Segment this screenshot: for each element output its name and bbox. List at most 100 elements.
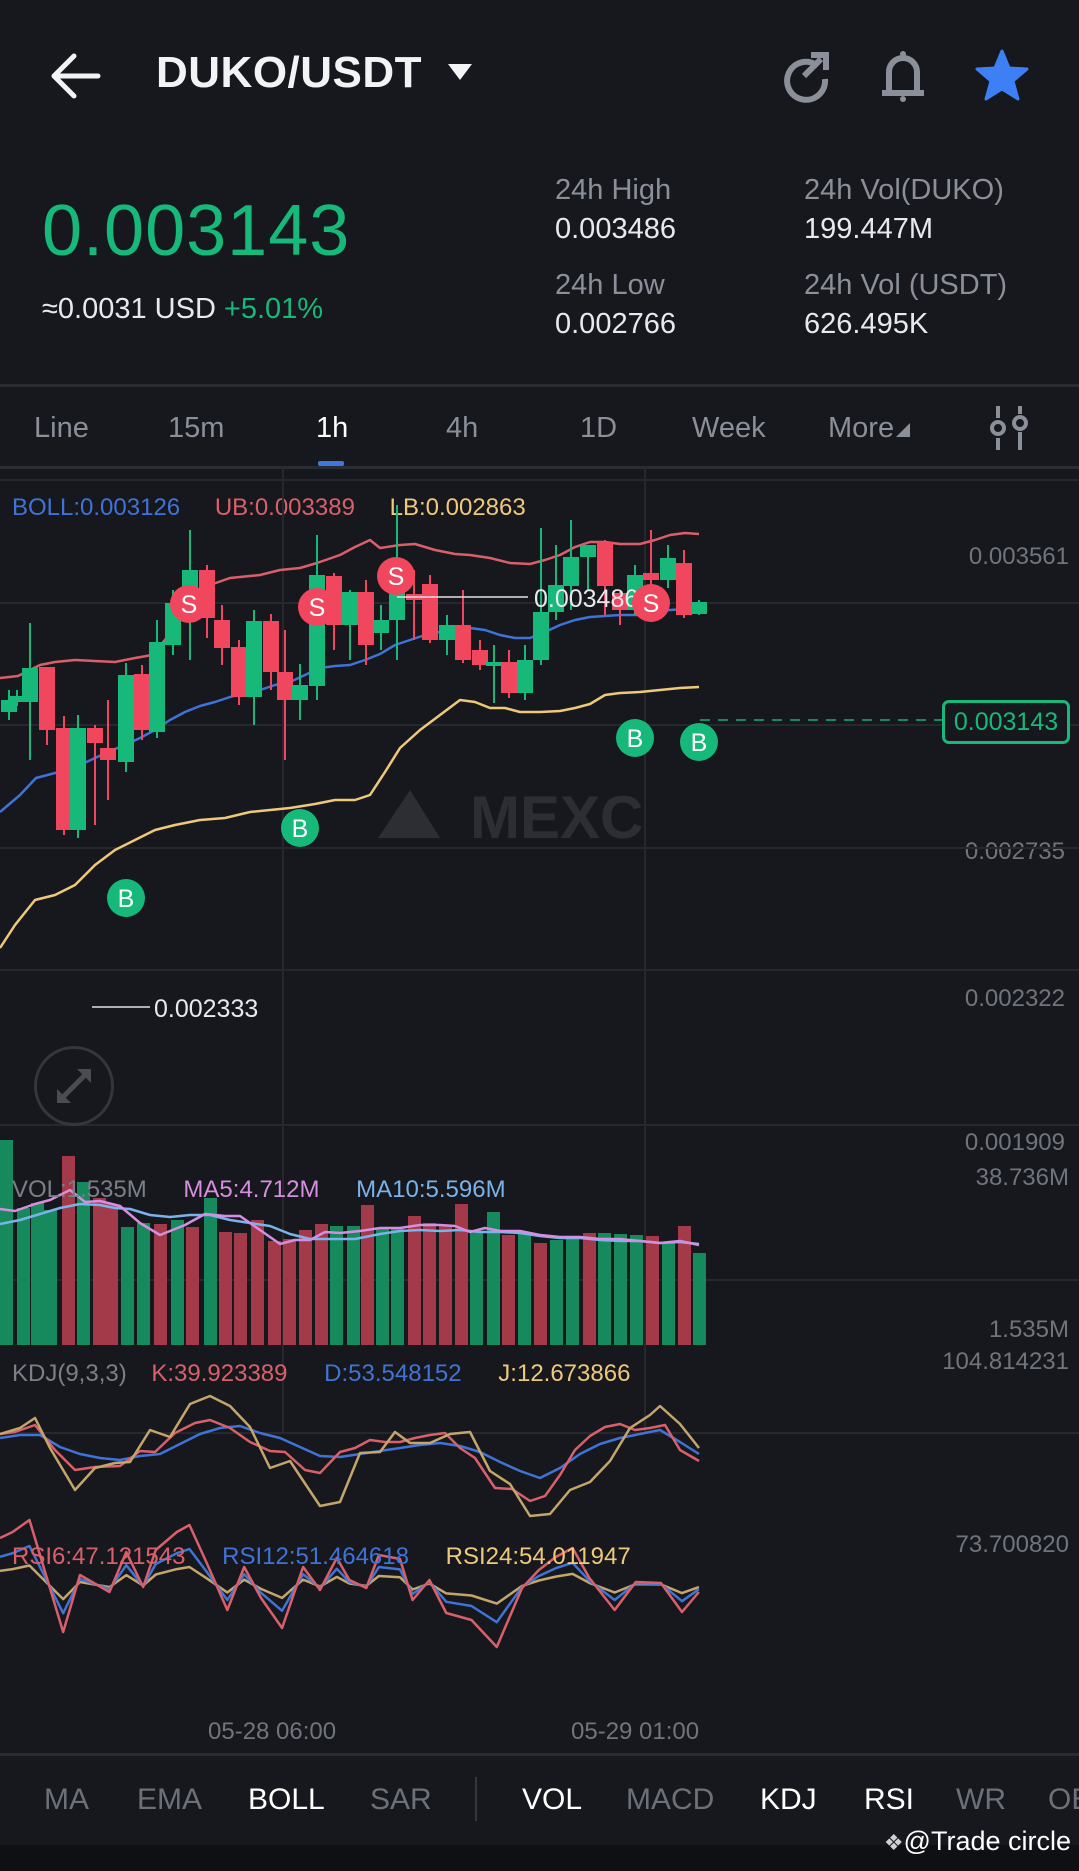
indicator-boll[interactable]: BOLL	[248, 1783, 325, 1816]
tab-4h[interactable]: 4h	[446, 412, 479, 444]
volume-axis-bottom: 1.535M	[988, 1316, 1069, 1343]
last-price: 0.003143	[42, 191, 351, 271]
k-value: K:39.923389	[151, 1360, 288, 1387]
share-refresh-icon	[784, 52, 829, 103]
high-value: 0.003486	[555, 213, 676, 245]
expand-arrows-icon	[57, 1069, 91, 1103]
ma5-value: MA5:4.712M	[183, 1176, 320, 1203]
tab-1h[interactable]: 1h	[316, 412, 349, 444]
rsi24-value: RSI24:54.011947	[445, 1543, 631, 1570]
ub-value: UB:0.003389	[214, 494, 355, 521]
timeframe-bar: Line 15m 1h 4h 1D Week More	[0, 388, 1079, 468]
divider	[0, 1753, 1079, 1756]
rsi-axis-top: 73.700820	[955, 1531, 1069, 1558]
vol-quote-value: 626.495K	[804, 308, 929, 340]
rsi12-value: RSI12:51.464618	[222, 1543, 409, 1570]
boll-legend: BOLL:0.003126 UB:0.003389 LB:0.002863	[12, 494, 526, 522]
svg-text:B: B	[292, 815, 309, 843]
vol-base-value: 199.447M	[804, 213, 933, 245]
low-value: 0.002766	[555, 308, 676, 340]
change-percent: +5.01%	[223, 293, 324, 325]
star-icon	[975, 49, 1029, 101]
svg-text:S: S	[309, 594, 326, 622]
tab-week[interactable]: Week	[692, 412, 766, 444]
indicator-macd[interactable]: MACD	[626, 1783, 715, 1816]
svg-text:S: S	[181, 591, 198, 619]
price-markers: 0.003486 0.002333	[92, 585, 942, 1023]
j-value: J:12.673866	[498, 1360, 631, 1387]
kdj-axis-top: 104.814231	[942, 1348, 1069, 1375]
active-tab-indicator	[318, 461, 344, 466]
chart-settings-button[interactable]	[988, 404, 1032, 452]
price-axis-label: 0.003561	[968, 543, 1069, 570]
indicator-separator	[475, 1777, 477, 1821]
alert-button[interactable]	[873, 46, 933, 106]
volume-axis-top: 38.736M	[975, 1164, 1069, 1191]
indicator-obv[interactable]: OBV	[1048, 1783, 1079, 1816]
candles	[1, 505, 707, 838]
back-arrow-icon	[51, 53, 101, 99]
indicator-bar: MA EMA BOLL SAR VOL MACD KDJ RSI WR OBV	[0, 1757, 1079, 1845]
indicator-wr[interactable]: WR	[956, 1783, 1006, 1816]
svg-text:B: B	[118, 885, 135, 913]
tab-more[interactable]: More	[828, 412, 911, 445]
tab-15m[interactable]: 15m	[168, 412, 225, 444]
favorite-button[interactable]	[972, 46, 1032, 106]
indicator-rsi[interactable]: RSI	[864, 1783, 915, 1816]
vol-value: VOL:1.535M	[12, 1176, 147, 1203]
share-button[interactable]	[776, 46, 836, 106]
indicator-vol[interactable]: VOL	[522, 1783, 583, 1816]
high-label: 24h High	[555, 174, 672, 206]
indicator-ma[interactable]: MA	[44, 1783, 89, 1816]
price-axis-label: 0.001909	[964, 1129, 1065, 1156]
indicator-kdj[interactable]: KDJ	[760, 1783, 817, 1816]
source-watermark: ❖@Trade circle	[884, 1826, 1071, 1857]
tab-1d[interactable]: 1D	[580, 412, 618, 444]
pair-title[interactable]: DUKO/USDT	[156, 48, 423, 97]
diamond-logo-icon: ❖	[883, 1830, 904, 1855]
price-axis-label: 0.002322	[964, 985, 1065, 1012]
tab-more-label: More	[828, 412, 895, 444]
tab-line[interactable]: Line	[34, 412, 89, 444]
watermark-text: @Trade circle	[903, 1826, 1071, 1856]
divider	[0, 384, 1079, 387]
rsi-chart	[0, 1518, 700, 1649]
vol-quote-label: 24h Vol (USDT)	[804, 269, 1008, 301]
indicator-sar[interactable]: SAR	[370, 1783, 432, 1816]
svg-text:0.003486: 0.003486	[534, 585, 638, 613]
low-label: 24h Low	[555, 269, 665, 301]
pair-dropdown-caret-icon[interactable]	[448, 64, 472, 80]
bell-icon	[882, 51, 924, 102]
svg-text:MEXC: MEXC	[470, 784, 643, 851]
svg-text:B: B	[691, 729, 708, 757]
time-axis-label: 05-29 01:00	[571, 1718, 700, 1745]
kdj-title: KDJ(9,3,3)	[12, 1360, 127, 1387]
top-bar: DUKO/USDT	[0, 0, 1079, 150]
fullscreen-button[interactable]	[34, 1046, 114, 1126]
usd-price-line: ≈0.0031 USD +5.01%	[42, 293, 323, 326]
time-axis-label: 05-28 06:00	[208, 1718, 337, 1745]
indicator-ema[interactable]: EMA	[137, 1783, 203, 1816]
svg-text:S: S	[388, 563, 405, 591]
usd-approx: ≈0.0031 USD	[42, 293, 216, 325]
d-value: D:53.548152	[324, 1360, 462, 1387]
more-caret-icon	[896, 423, 911, 437]
candlestick-chart[interactable]: MEXC 0.003486 0.002333 S S S S B B B B	[0, 468, 1079, 1757]
svg-text:B: B	[627, 725, 644, 753]
chart-settings-icon	[990, 406, 1028, 450]
footer-strip	[0, 1845, 1079, 1871]
volume-legend: VOL:1.535M MA5:4.712M MA10:5.596M	[12, 1176, 506, 1204]
back-button[interactable]	[44, 46, 108, 106]
rsi-legend: RSI6:47.121543 RSI12:51.464618 RSI24:54.…	[12, 1543, 631, 1571]
rsi6-value: RSI6:47.121543	[12, 1543, 186, 1570]
boll-value: BOLL:0.003126	[12, 494, 181, 521]
trade-signals: S S S S B B B B	[107, 557, 718, 917]
current-price-tag: 0.003143	[942, 700, 1070, 744]
mexc-watermark: MEXC	[378, 784, 643, 851]
ma10-value: MA10:5.596M	[356, 1176, 506, 1203]
kdj-chart	[0, 1394, 700, 1518]
svg-text:S: S	[643, 590, 660, 618]
lb-value: LB:0.002863	[389, 494, 526, 521]
kdj-legend: KDJ(9,3,3) K:39.923389 D:53.548152 J:12.…	[12, 1360, 630, 1388]
price-axis-label: 0.002735	[964, 838, 1065, 865]
